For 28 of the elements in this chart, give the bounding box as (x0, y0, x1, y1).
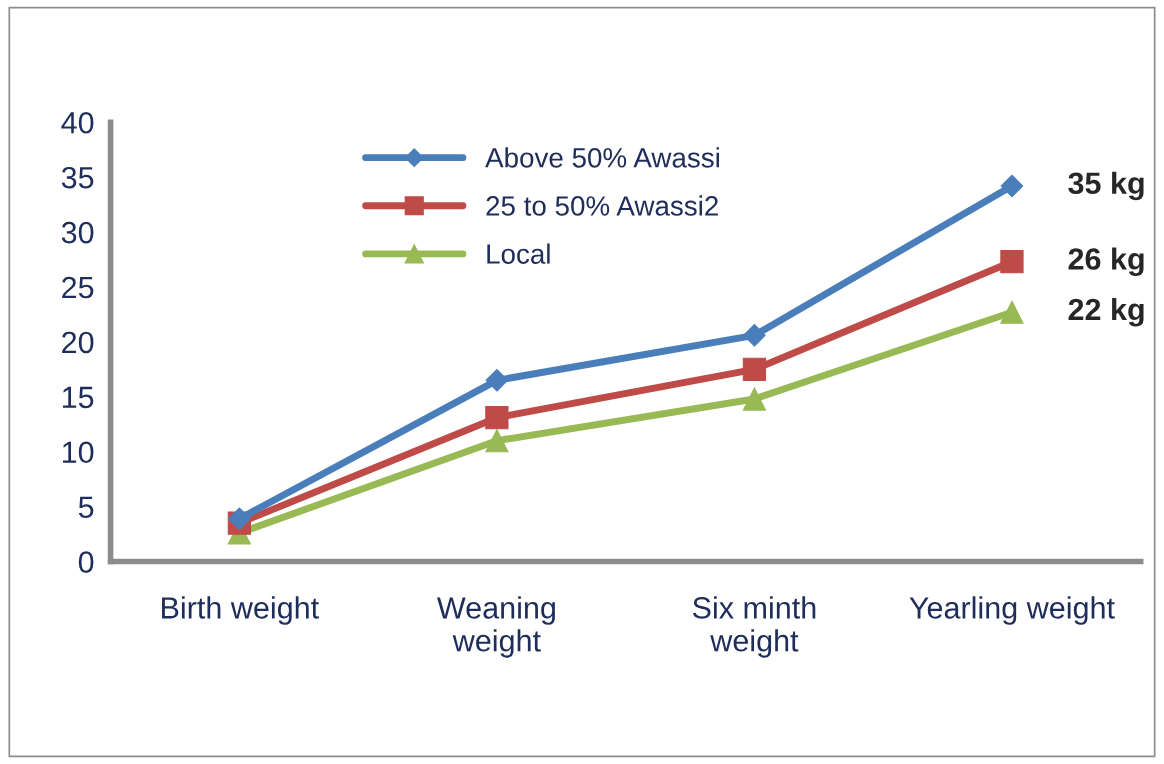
point (742, 387, 767, 411)
point (1000, 250, 1024, 274)
x-tick-label: Yearling weight (909, 596, 1115, 625)
annotation: 22 kg (1068, 297, 1144, 327)
y-tick-label: 0 (78, 551, 94, 573)
point (1000, 174, 1024, 198)
y-tick-label: 35 (61, 166, 94, 189)
legend-label: Above 50% Awassi (485, 147, 719, 168)
x-tick-label: Six minth weight (692, 596, 816, 658)
point (485, 429, 509, 453)
point (485, 406, 509, 430)
x-tick-label: Birth weight (162, 596, 319, 625)
y-tick-label: 40 (61, 111, 94, 134)
annotation: 26 kg (1068, 247, 1144, 277)
legend-label: 25 to 50% Awassi2 (486, 195, 718, 216)
y-tick-label: 5 (78, 496, 94, 518)
y-tick-label: 30 (61, 221, 94, 244)
x-tick-label: Weaning weight (436, 596, 555, 658)
y-tick-label: 10 (62, 441, 94, 464)
annotation: 35 kg (1068, 171, 1144, 201)
y-tick-label: 15 (62, 386, 94, 409)
y-tick-label: 20 (62, 331, 94, 354)
point (742, 357, 767, 381)
point (743, 323, 766, 347)
point (485, 369, 509, 392)
y-tick-label: 25 (62, 276, 94, 299)
point (1000, 300, 1024, 324)
legend-label: Local (487, 243, 550, 264)
